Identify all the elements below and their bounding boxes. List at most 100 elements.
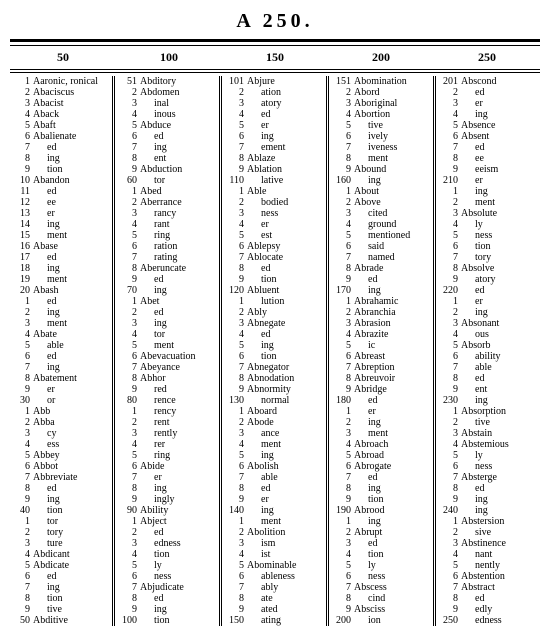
- entry-row: 5Abominable: [226, 560, 324, 571]
- entry-word: Absonant: [461, 318, 499, 329]
- entry-row: 6said: [333, 241, 431, 252]
- entry-row: 18ing: [12, 263, 110, 274]
- entry-number: 2: [119, 417, 137, 428]
- entry-word: Abridge: [354, 384, 387, 395]
- entry-word: Abdicant: [33, 549, 70, 560]
- entry-row: 2ment: [440, 197, 538, 208]
- entry-row: 9Abnormity: [226, 384, 324, 395]
- entry-row: 40tion: [12, 505, 110, 516]
- entry-row: 1Abstersion: [440, 516, 538, 527]
- entry-number: 7: [333, 252, 351, 263]
- entry-word: er: [461, 98, 483, 109]
- col-header: 200: [328, 48, 434, 69]
- entry-word: Abreption: [354, 362, 395, 373]
- entry-row: 9atory: [440, 274, 538, 285]
- entry-word: ing: [247, 340, 274, 351]
- entry-row: 7ement: [226, 142, 324, 153]
- entry-word: Abase: [33, 241, 58, 252]
- entry-word: eeism: [461, 164, 498, 175]
- entry-word: tion: [140, 549, 170, 560]
- entry-number: 3: [333, 428, 351, 439]
- entry-word: Abnodation: [247, 373, 294, 384]
- entry-row: 2sive: [440, 527, 538, 538]
- entry-number: 9: [226, 604, 244, 615]
- entry-row: 8ed: [440, 483, 538, 494]
- entry-word: said: [354, 241, 384, 252]
- entry-row: 9er: [226, 494, 324, 505]
- entry-row: 60tor: [119, 175, 217, 186]
- entry-number: 7: [119, 472, 137, 483]
- entry-number: 8: [119, 483, 137, 494]
- entry-word: Aberuncate: [140, 263, 186, 274]
- entry-number: 3: [333, 318, 351, 329]
- entry-number: 8: [440, 263, 458, 274]
- entry-row: 160ing: [333, 175, 431, 186]
- entry-word: Abandon: [33, 175, 70, 186]
- entry-word: atory: [461, 274, 496, 285]
- entry-row: 9ingly: [119, 494, 217, 505]
- entry-word: Aboard: [247, 406, 277, 417]
- entry-number: 8: [440, 483, 458, 494]
- entry-word: Abolish: [247, 461, 279, 472]
- entry-number: 5: [440, 120, 458, 131]
- entry-row: 5er: [226, 120, 324, 131]
- entry-row: 101Abjure: [226, 76, 324, 87]
- entry-row: 200ion: [333, 615, 431, 626]
- entry-number: 9: [12, 494, 30, 505]
- entry-row: 8ed: [226, 263, 324, 274]
- entry-row: 2ing: [333, 417, 431, 428]
- entry-word: ance: [247, 428, 279, 439]
- entry-word: Ablepsy: [247, 241, 280, 252]
- entry-word: normal: [247, 395, 289, 406]
- entry-word: ing: [140, 604, 167, 615]
- entry-row: 2ed: [119, 307, 217, 318]
- entry-word: Abrupt: [354, 527, 382, 538]
- entry-number: 3: [119, 208, 137, 219]
- entry-number: 9: [333, 494, 351, 505]
- entry-word: est: [247, 230, 272, 241]
- entry-number: 1: [12, 296, 30, 307]
- entry-number: 7: [119, 582, 137, 593]
- entry-word: ed: [33, 186, 56, 197]
- entry-row: 51Abditory: [119, 76, 217, 87]
- entry-number: 9: [333, 384, 351, 395]
- entry-word: lution: [247, 296, 284, 307]
- entry-number: 130: [226, 395, 244, 406]
- entry-row: 6ed: [12, 571, 110, 582]
- entry-word: About: [354, 186, 379, 197]
- entry-number: 7: [119, 142, 137, 153]
- entry-word: ness: [461, 461, 492, 472]
- entry-number: 2: [440, 87, 458, 98]
- entry-word: Abord: [354, 87, 380, 98]
- entry-word: Abstention: [461, 571, 505, 582]
- entry-number: 9: [440, 604, 458, 615]
- entry-word: ed: [33, 252, 56, 263]
- entry-number: 7: [226, 582, 244, 593]
- entry-word: ableness: [247, 571, 295, 582]
- entry-number: 1: [119, 516, 137, 527]
- entry-word: ing: [354, 483, 381, 494]
- entry-row: 4Abate: [12, 329, 110, 340]
- entry-row: 250edness: [440, 615, 538, 626]
- entry-row: 6tion: [226, 351, 324, 362]
- entry-number: 6: [440, 351, 458, 362]
- entry-number: 6: [226, 131, 244, 142]
- entry-number: 5: [226, 560, 244, 571]
- col-header: 150: [222, 48, 328, 69]
- entry-number: 16: [12, 241, 30, 252]
- entry-number: 6: [226, 351, 244, 362]
- entry-number: 8: [226, 263, 244, 274]
- entry-word: ly: [354, 560, 376, 571]
- entry-row: 1Absorption: [440, 406, 538, 417]
- entry-number: 1: [226, 186, 244, 197]
- entry-word: tion: [33, 505, 63, 516]
- entry-word: ness: [461, 230, 492, 241]
- entry-row: 120Abluent: [226, 285, 324, 296]
- entry-row: 180ed: [333, 395, 431, 406]
- entry-row: 3cited: [333, 208, 431, 219]
- entry-word: ly: [461, 219, 483, 230]
- entry-row: 2tive: [440, 417, 538, 428]
- entry-word: ness: [354, 571, 385, 582]
- column: 1Aaronic, ronical2Abaciscus3Abacist4Abac…: [10, 76, 112, 626]
- entry-number: 1: [333, 186, 351, 197]
